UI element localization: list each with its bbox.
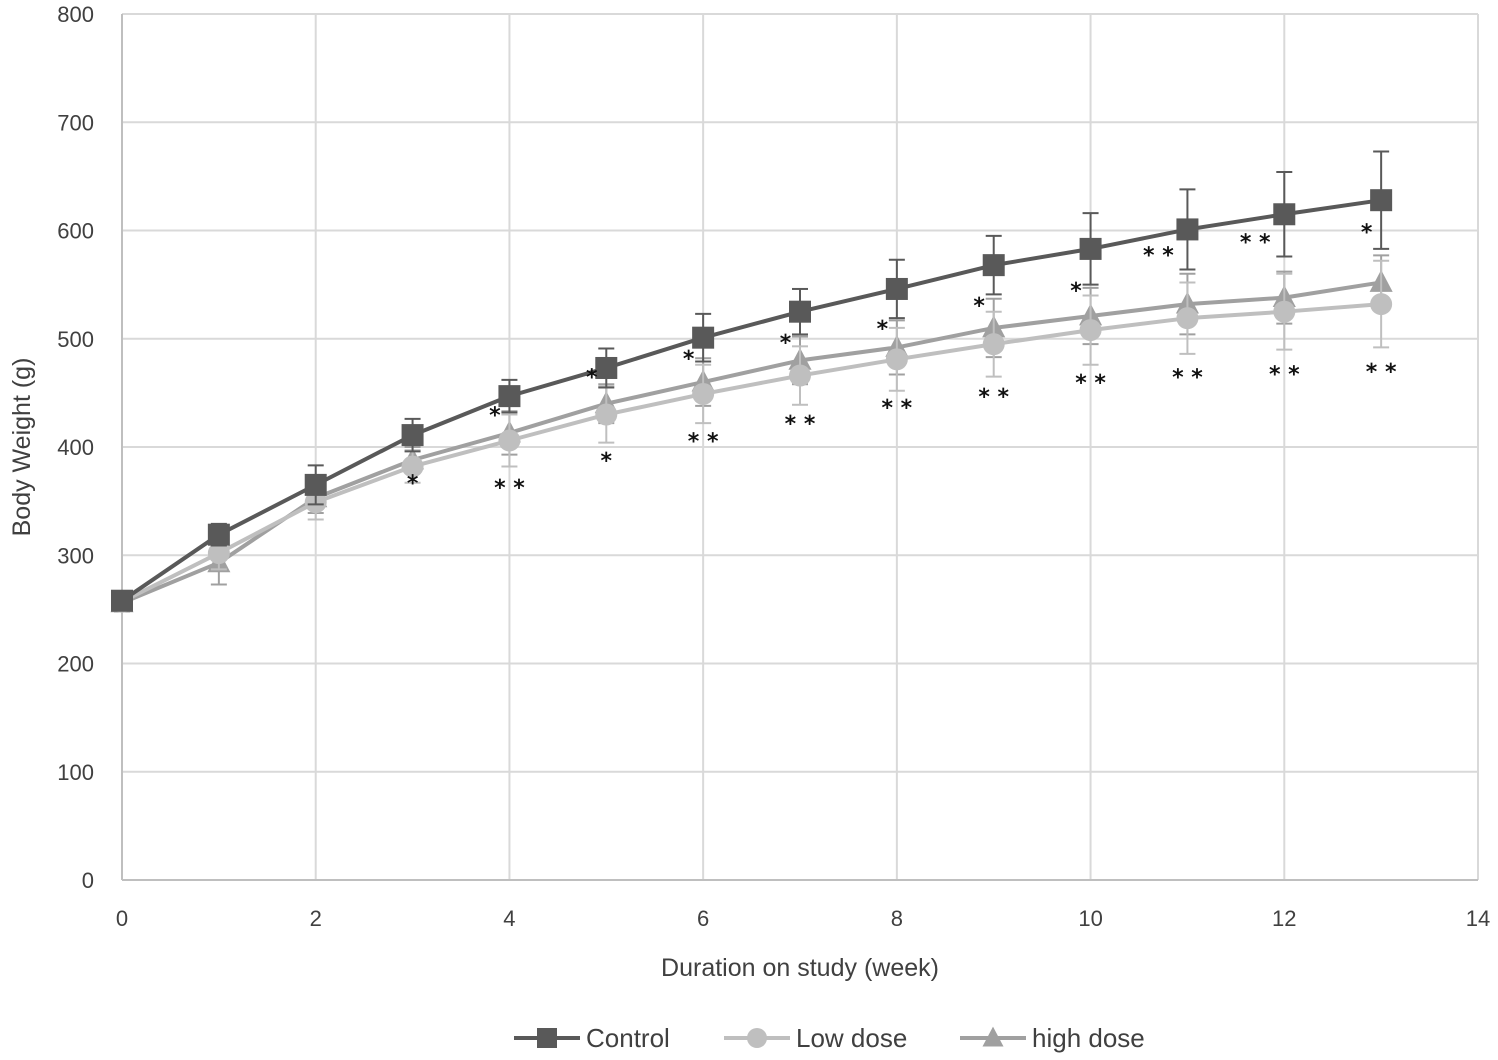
significance-mark: * * [882,396,913,421]
significance-mark: * * [1240,230,1271,255]
legend-item-control: Control [514,1023,670,1053]
data-point [595,356,618,379]
legend-label: high dose [1032,1023,1145,1053]
data-point [692,326,715,349]
significance-mark: * * [1075,371,1106,396]
y-tick-label: 100 [57,760,94,785]
y-tick-label: 200 [57,652,94,677]
significance-mark: * * [785,412,816,437]
legend-marker [537,1028,557,1048]
data-point [1273,300,1296,323]
significance-annotations: * * * * * * * * * * * * * * * * * * * * * * * * * * * * * *… [407,221,1397,501]
legend-label: Low dose [796,1023,907,1053]
data-point [982,254,1005,277]
significance-mark: * * [1366,360,1397,385]
series-line [121,302,1382,604]
data-point [1079,237,1102,260]
data-point [207,523,230,546]
data-point [1370,189,1393,212]
data-point [789,300,811,323]
y-tick-label: 800 [57,2,94,27]
significance-mark: * [489,404,501,429]
x-tick-label: 2 [310,906,322,931]
x-tick-label: 0 [116,906,128,931]
y-tick-label: 400 [57,435,94,460]
series-line [121,280,1382,605]
data-point [304,473,327,496]
significance-mark: * [877,317,889,342]
data-point [885,348,908,371]
y-tick-label: 600 [57,219,94,244]
significance-mark: * * [1269,362,1300,387]
y-tick-label: 700 [57,110,94,135]
x-tick-label: 14 [1466,906,1490,931]
data-point [1079,319,1102,342]
series-low-dose [111,259,1393,613]
series-control [111,150,1393,612]
series [110,150,1393,613]
data-point [885,277,908,300]
legend-marker [747,1028,767,1048]
data-point [789,364,811,387]
data-point [498,385,521,408]
x-tick-label: 4 [503,906,515,931]
y-axis-title: Body Weight (g) [8,358,36,537]
data-point [1273,203,1296,226]
significance-mark: * [407,472,419,497]
significance-mark: * * [688,430,719,455]
data-point [1176,307,1199,330]
series-line [120,198,1382,603]
series-high-dose [110,254,1393,613]
legend-label: Control [586,1023,670,1053]
significance-mark: * [683,347,695,372]
significance-mark: * [1070,279,1082,304]
x-tick-label: 8 [891,906,903,931]
x-tick-label: 6 [697,906,709,931]
data-point [207,542,230,565]
significance-mark: * [780,331,792,356]
significance-mark: * * [1172,366,1203,391]
legend-item-high-dose: high dose [960,1023,1145,1053]
significance-mark: * * [978,385,1009,410]
y-tick-label: 500 [57,327,94,352]
data-point [1176,218,1199,241]
legend-item-low-dose: Low dose [724,1023,907,1053]
significance-mark: * [586,366,598,391]
data-point [401,424,424,447]
significance-mark: * [973,294,985,319]
significance-mark: * * [1143,243,1174,268]
data-point [982,333,1005,356]
data-point [111,589,133,612]
significance-mark: * [601,449,613,474]
legend-marker [982,1026,1004,1047]
legend: Control Low dose high dose [514,1023,1145,1053]
significance-mark: * * [494,476,525,501]
data-point [1370,293,1393,316]
y-tick-label: 300 [57,543,94,568]
data-point [401,455,424,478]
tick-labels: 0 100 200 300 400 500 600 700 800 0 2 4 6 8 10 12 14 [57,2,1490,931]
data-point [692,382,715,405]
significance-mark: * [1361,221,1373,246]
data-point [595,403,618,426]
data-point [498,429,521,452]
y-tick-label: 0 [82,868,94,893]
grid [121,13,1479,881]
x-tick-label: 12 [1272,906,1296,931]
x-tick-label: 10 [1078,906,1102,931]
x-axis-title: Duration on study (week) [661,954,939,982]
